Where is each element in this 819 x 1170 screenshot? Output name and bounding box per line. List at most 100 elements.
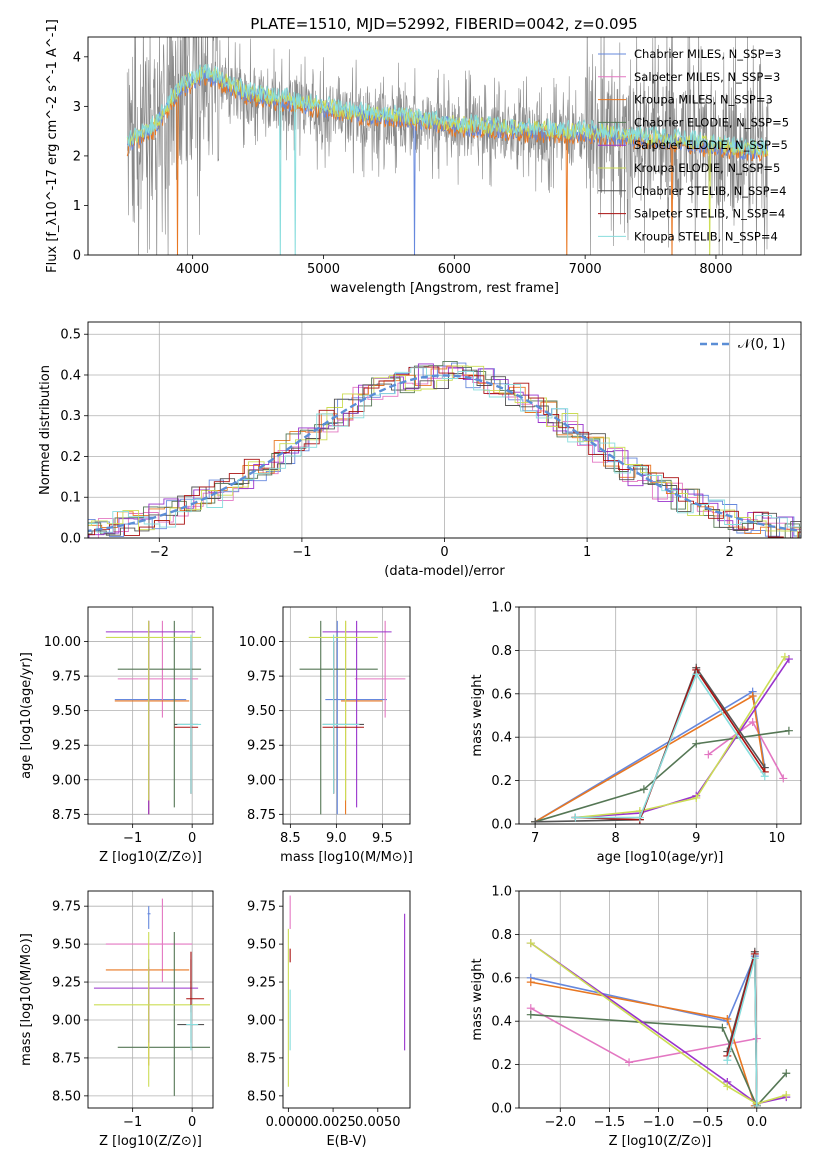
x-tick-label: −1.0 [643, 1115, 675, 1130]
x-tick-label: 0 [440, 545, 448, 560]
errorbar-point [177, 634, 202, 794]
x-axis-label: E(B-V) [326, 1134, 366, 1149]
y-tick-label: 0.2 [60, 450, 81, 465]
weight-marker [782, 1090, 791, 1099]
y-tick-label: 9.75 [247, 670, 276, 685]
x-tick-label: −1 [123, 831, 142, 846]
residual-legend: 𝒩(0, 1) [700, 337, 785, 352]
plot-area-weight-Z [526, 939, 791, 1108]
weight-series [571, 670, 769, 822]
x-tick-label: −2 [150, 545, 169, 560]
spectrum-legend: Chabrier MILES, N_SSP=3 Salpeter MILES, N… [598, 47, 789, 243]
y-tick-label: 8.75 [247, 808, 276, 823]
weight-marker [748, 718, 757, 727]
x-tick-label: 0.0000 [266, 1115, 312, 1130]
errorbar-point [105, 620, 202, 801]
errorbar-point [322, 620, 392, 808]
legend-label: Salpeter ELODIE, N_SSP=5 [634, 138, 788, 152]
y-tick-label: 0.1 [60, 491, 81, 506]
y-tick-label: 1.0 [491, 885, 512, 900]
errorbar-point [186, 951, 205, 1013]
errorbar-point [117, 620, 202, 808]
x-tick-label: −2.0 [544, 1115, 576, 1130]
legend-label: Kroupa STELIB, N_SSP=4 [634, 229, 778, 243]
x-tick-label: 5000 [307, 262, 340, 277]
x-tick-label: 4000 [176, 262, 209, 277]
x-tick-label: 0.0050 [355, 1115, 401, 1130]
residual-histogram [88, 365, 801, 538]
weight-marker [531, 817, 540, 824]
spectrum-data-line [126, 37, 769, 255]
weight-series [723, 954, 761, 1108]
plot-area-mass-ebv [287, 895, 406, 1087]
x-tick-label: 0.0 [746, 1115, 767, 1130]
x-tick-label: −1.5 [594, 1115, 626, 1130]
weight-marker [526, 978, 535, 987]
x-tick-label: 2 [726, 545, 734, 560]
y-tick-label: 4 [73, 50, 81, 65]
axes-weight-age: 7 8 9 10 0.0 0.2 0.4 0.6 0.8 1.0 age [log10(age/yr… [470, 601, 802, 865]
legend-label: Chabrier STELIB, N_SSP=4 [634, 184, 786, 198]
y-axis-label: age [log10(age/yr)] [19, 652, 34, 779]
x-tick-label: 9 [692, 831, 700, 846]
y-tick-label: 0.6 [491, 971, 512, 986]
grid-age-Z [88, 607, 213, 824]
weight-line [530, 942, 787, 1105]
plot-area-weight-age [531, 652, 793, 824]
legend-label: 𝒩(0, 1) [738, 337, 785, 352]
x-tick-label: 0.0025 [310, 1115, 356, 1130]
weight-marker [750, 954, 759, 963]
axes-frame [87, 36, 802, 256]
weight-marker [704, 750, 713, 759]
y-tick-label: 8.75 [247, 1051, 276, 1066]
y-tick-label: 8.50 [247, 1089, 276, 1104]
axes-frame [518, 890, 802, 1109]
x-axis-label: Z [log10(Z/Z⊙)] [99, 1134, 202, 1149]
y-tick-label: 9.50 [247, 938, 276, 953]
y-tick-label: 9.75 [52, 900, 81, 915]
axes-weight-Z: −2.0 −1.5 −1.0 −0.5 0.0 0.0 0.2 0.4 0.6 0.8 1.0 Z [… [470, 885, 802, 1149]
errorbar-point [299, 620, 378, 815]
x-tick-label: 0 [188, 1115, 196, 1130]
weight-marker [784, 726, 793, 735]
x-axis-label: Z [log10(Z/Z⊙)] [99, 850, 202, 865]
plot-area-spectrum [126, 37, 769, 255]
axes-age-Z: −1 0 8.75 9.00 9.25 9.50 9.75 10.00 Z [log10(Z/Z… [19, 606, 214, 865]
weight-marker [782, 1069, 791, 1078]
grid-mass-Z [88, 891, 213, 1108]
y-tick-label: 0.6 [491, 687, 512, 702]
y-tick-label: 0.5 [60, 328, 81, 343]
axes-mass-Z: −1 0 8.50 8.75 9.00 9.25 9.50 9.75 Z [log10(Z/Z⊙… [19, 890, 214, 1149]
y-axis-label: Flux [f_λ10^-17 erg cm^-2 s^-1 A^-1] [45, 19, 60, 273]
errorbar-point [186, 1004, 199, 1051]
y-axis-label: mass [log10(M/M⊙)] [19, 933, 34, 1066]
plot-area-mass-Z [93, 898, 211, 1096]
y-tick-label: 8.50 [52, 1089, 81, 1104]
weight-line [575, 656, 786, 819]
x-tick-label: 8 [612, 831, 620, 846]
plot-area-residuals [88, 360, 801, 538]
x-axis-label: (data-model)/error [384, 564, 505, 579]
y-tick-label: 8.75 [52, 808, 81, 823]
weight-marker [692, 670, 701, 679]
y-tick-label: 9.50 [52, 938, 81, 953]
axes-spectrum: 4000 5000 6000 7000 8000 0 1 2 3 4 wavelength [Ang… [45, 19, 802, 296]
errorbar-point [117, 931, 211, 1096]
weight-line [534, 729, 790, 823]
errorbar-point [308, 620, 378, 801]
weight-marker [748, 691, 757, 700]
spectrum-model-line [126, 64, 769, 255]
x-tick-label: 7000 [569, 262, 602, 277]
y-tick-label: 2 [73, 149, 81, 164]
weight-marker [723, 1056, 732, 1065]
weight-marker [779, 774, 788, 783]
x-tick-label: −1 [123, 1115, 142, 1130]
weight-marker [780, 652, 789, 661]
legend-label: Kroupa MILES, N_SSP=3 [634, 93, 773, 107]
y-tick-label: 1 [73, 199, 81, 214]
residual-histogram [88, 365, 801, 535]
weight-marker [723, 1082, 732, 1091]
axes-mass-ebv: 0.0000 0.0025 0.0050 8.50 8.75 9.00 9.25 9.50 9.… [247, 890, 411, 1149]
x-tick-label: 9.0 [326, 831, 347, 846]
